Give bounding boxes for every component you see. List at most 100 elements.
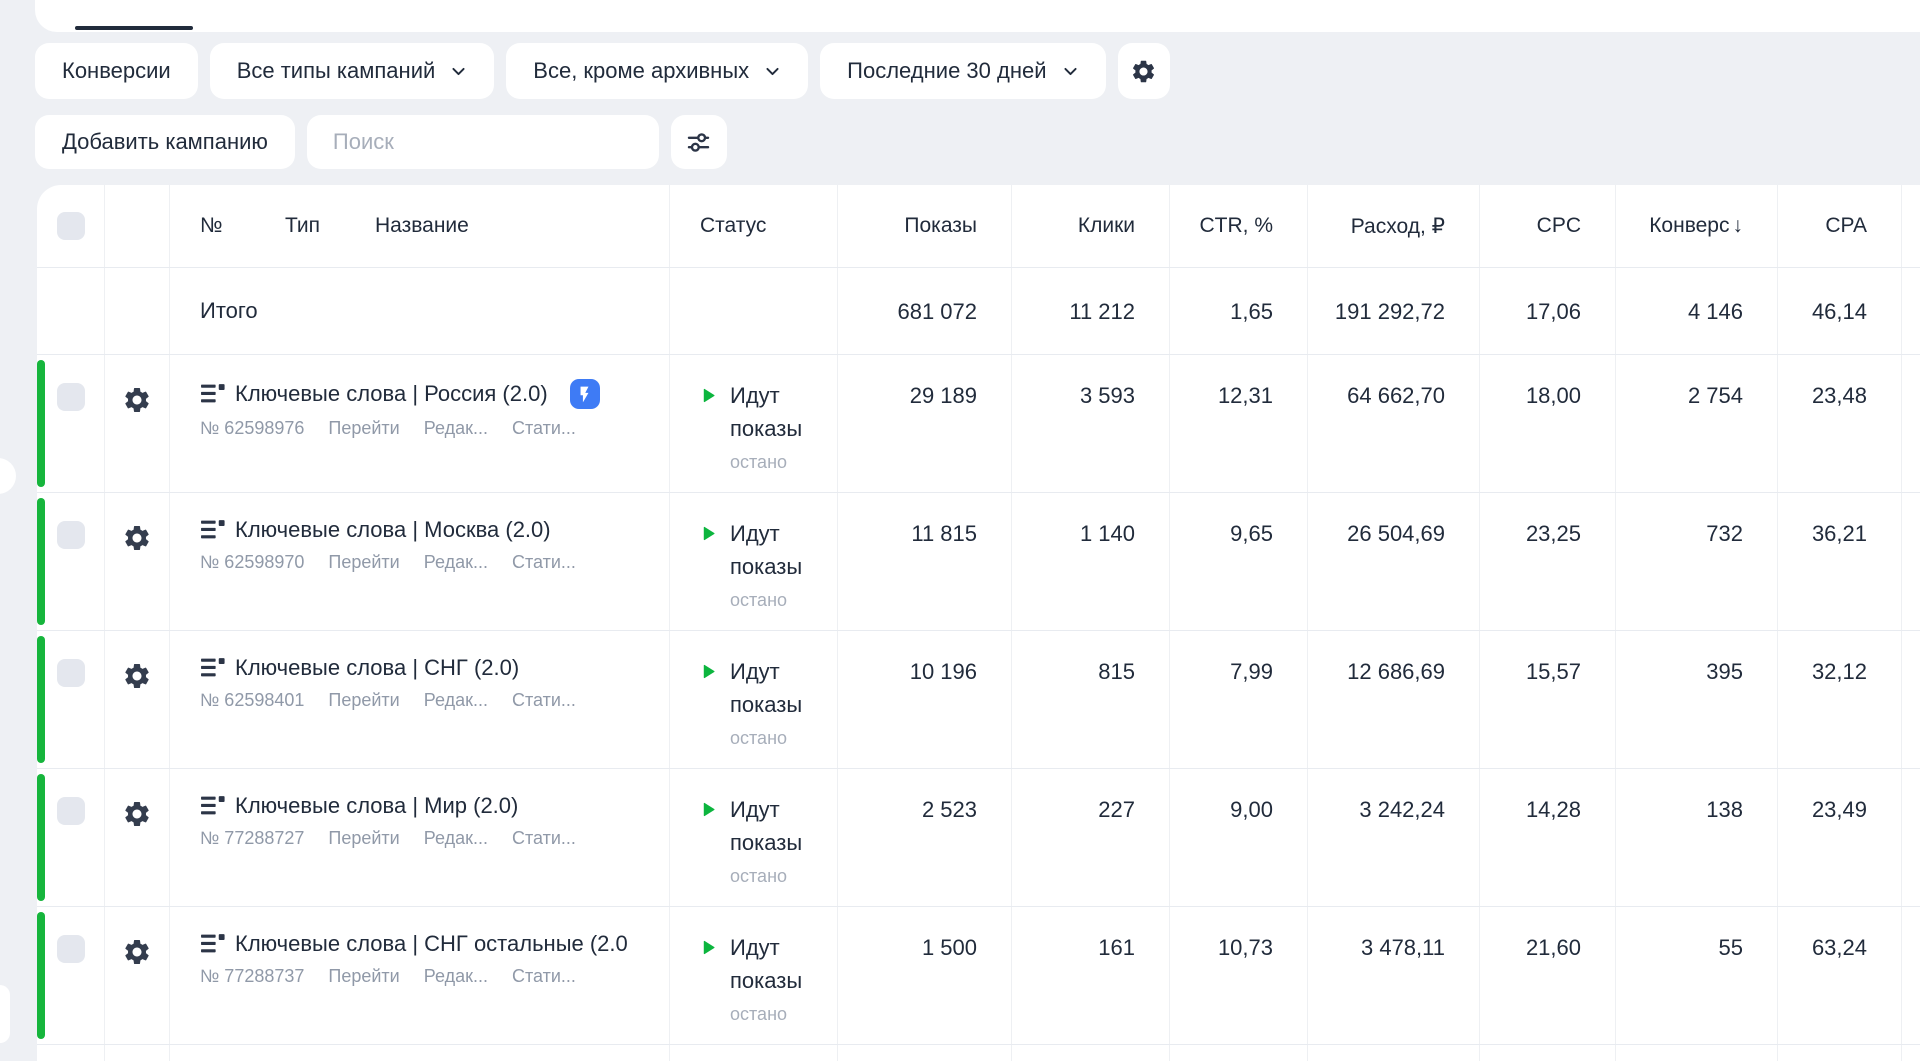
filter-settings-button[interactable]	[670, 115, 727, 169]
totals-row: Итого 681 072 11 212 1,65 191 292,72 17,…	[37, 268, 1920, 355]
archive-filter-label: Все, кроме архивных	[533, 58, 750, 83]
side-panel-handle-bottom[interactable]	[0, 985, 10, 1043]
campaign-name-link[interactable]: Ключевые слова | Россия (2.0)	[235, 381, 548, 406]
column-header-cpa[interactable]: CPA	[1778, 185, 1902, 267]
column-header-type[interactable]: Тип	[285, 214, 321, 237]
totals-impressions: 681 072	[838, 268, 1012, 354]
sliders-icon	[685, 129, 712, 156]
cpa-value: 63,24	[1778, 907, 1902, 1044]
campaign-actions-gear-icon[interactable]	[122, 661, 152, 691]
campaign-active-bar	[37, 498, 45, 625]
campaign-checkbox[interactable]	[56, 383, 85, 411]
totals-spacer-cell	[1902, 268, 1920, 354]
edit-campaign-link[interactable]: Редак...	[423, 418, 488, 438]
conversions-button[interactable]: Конверсии	[35, 43, 198, 99]
totals-conversions: 4 146	[1616, 268, 1778, 354]
go-to-campaign-link[interactable]: Перейти	[328, 966, 400, 986]
totals-empty-cell	[105, 268, 170, 354]
totals-label: Итого	[170, 268, 670, 354]
campaign-actions-gear-icon[interactable]	[122, 523, 152, 553]
column-header-ctr[interactable]: CTR, %	[1170, 185, 1308, 267]
archive-filter-dropdown[interactable]: Все, кроме архивных	[506, 43, 809, 99]
row-select-cell	[37, 631, 105, 768]
sort-desc-arrow-icon: ↓	[1732, 214, 1744, 237]
cpa-value: 23,48	[1778, 355, 1902, 492]
edit-campaign-link[interactable]: Редак...	[423, 552, 488, 572]
chevron-down-icon	[1062, 63, 1079, 80]
campaign-stats-link[interactable]: Стати...	[511, 418, 576, 438]
campaign-actions-gear-icon[interactable]	[122, 799, 152, 829]
status-running-label: Идут показы	[730, 383, 803, 441]
campaign-stats-link[interactable]: Стати...	[511, 690, 576, 710]
impressions-value: 10 196	[838, 631, 1012, 768]
conversions-value: 138	[1616, 769, 1778, 906]
campaign-checkbox[interactable]	[56, 659, 85, 687]
status-running-label: Идут показы	[730, 659, 803, 717]
conversions-header-label: Конверс	[1649, 214, 1730, 237]
search-input[interactable]	[306, 115, 659, 169]
campaign-active-bar	[37, 636, 45, 763]
column-header-name[interactable]: Название	[375, 214, 469, 237]
conversions-value: 2 754	[1616, 355, 1778, 492]
campaign-id: № 77288727	[200, 828, 305, 848]
campaign-status-cell: Идут показы остано	[670, 907, 838, 1044]
campaign-type-filter-dropdown[interactable]: Все типы кампаний	[209, 43, 495, 99]
text-campaign-type-icon	[200, 657, 225, 679]
campaign-name-link[interactable]: Ключевые слова | СНГ (2.0)	[235, 655, 520, 680]
row-spacer-cell	[1902, 769, 1920, 906]
campaign-checkbox[interactable]	[56, 797, 85, 825]
boost-badge	[569, 379, 600, 409]
settings-button[interactable]	[1117, 43, 1170, 99]
go-to-campaign-link[interactable]: Перейти	[328, 418, 400, 438]
row-select-cell	[37, 493, 105, 630]
clicks-value: 227	[1012, 769, 1170, 906]
date-range-dropdown[interactable]: Последние 30 дней	[820, 43, 1106, 99]
campaign-checkbox[interactable]	[56, 521, 85, 549]
row-actions-cell	[105, 493, 170, 630]
header-spacer-cell	[1902, 185, 1920, 267]
gear-icon	[1130, 58, 1157, 85]
totals-status-cell	[670, 268, 838, 354]
campaign-checkbox[interactable]	[56, 935, 85, 963]
campaign-stats-link[interactable]: Стати...	[511, 828, 576, 848]
edit-campaign-link[interactable]: Редак...	[423, 828, 488, 848]
campaign-stats-link[interactable]: Стати...	[511, 552, 576, 572]
add-campaign-button[interactable]: Добавить кампанию	[35, 115, 295, 169]
column-header-cost[interactable]: Расход, ₽	[1308, 185, 1480, 267]
column-header-cpc[interactable]: CPC	[1480, 185, 1616, 267]
select-all-checkbox[interactable]	[56, 212, 85, 240]
side-panel-handle[interactable]	[0, 458, 16, 494]
cpa-value: 23,49	[1778, 769, 1902, 906]
edit-campaign-link[interactable]: Редак...	[423, 966, 488, 986]
row-select-cell	[37, 355, 105, 492]
go-to-campaign-link[interactable]: Перейти	[328, 690, 400, 710]
active-tab-indicator[interactable]	[75, 26, 193, 30]
go-to-campaign-link[interactable]: Перейти	[328, 552, 400, 572]
campaign-name-link[interactable]: Ключевые слова | Москва (2.0)	[235, 517, 551, 542]
text-campaign-type-icon	[200, 383, 225, 405]
column-header-conversions[interactable]: Конверс ↓	[1616, 185, 1778, 267]
conversions-value: 732	[1616, 493, 1778, 630]
campaign-status-cell: Идут показы остано	[670, 631, 838, 768]
campaign-stats-link[interactable]: Стати...	[511, 966, 576, 986]
campaign-actions-gear-icon[interactable]	[122, 937, 152, 967]
go-to-campaign-link[interactable]: Перейти	[328, 828, 400, 848]
campaign-name-link[interactable]: Ключевые слова | СНГ остальные (2.0	[235, 931, 628, 956]
impressions-value: 2 523	[838, 769, 1012, 906]
campaign-row: Ключевые слова | Россия (2.0) № 62598976…	[37, 355, 1920, 493]
column-header-status[interactable]: Статус	[670, 185, 838, 267]
impressions-value: 1 500	[838, 907, 1012, 1044]
column-header-number[interactable]: №	[200, 214, 223, 237]
totals-clicks: 11 212	[1012, 268, 1170, 354]
campaign-status-cell: Идут показы остано	[670, 493, 838, 630]
campaign-active-bar	[37, 360, 45, 487]
campaign-actions-gear-icon[interactable]	[122, 385, 152, 415]
row-select-cell	[37, 769, 105, 906]
campaign-row-partial	[37, 1045, 1920, 1061]
column-header-clicks[interactable]: Клики	[1012, 185, 1170, 267]
campaign-name-link[interactable]: Ключевые слова | Мир (2.0)	[235, 793, 519, 818]
column-header-impressions[interactable]: Показы	[838, 185, 1012, 267]
campaign-active-bar	[37, 912, 45, 1039]
edit-campaign-link[interactable]: Редак...	[423, 690, 488, 710]
